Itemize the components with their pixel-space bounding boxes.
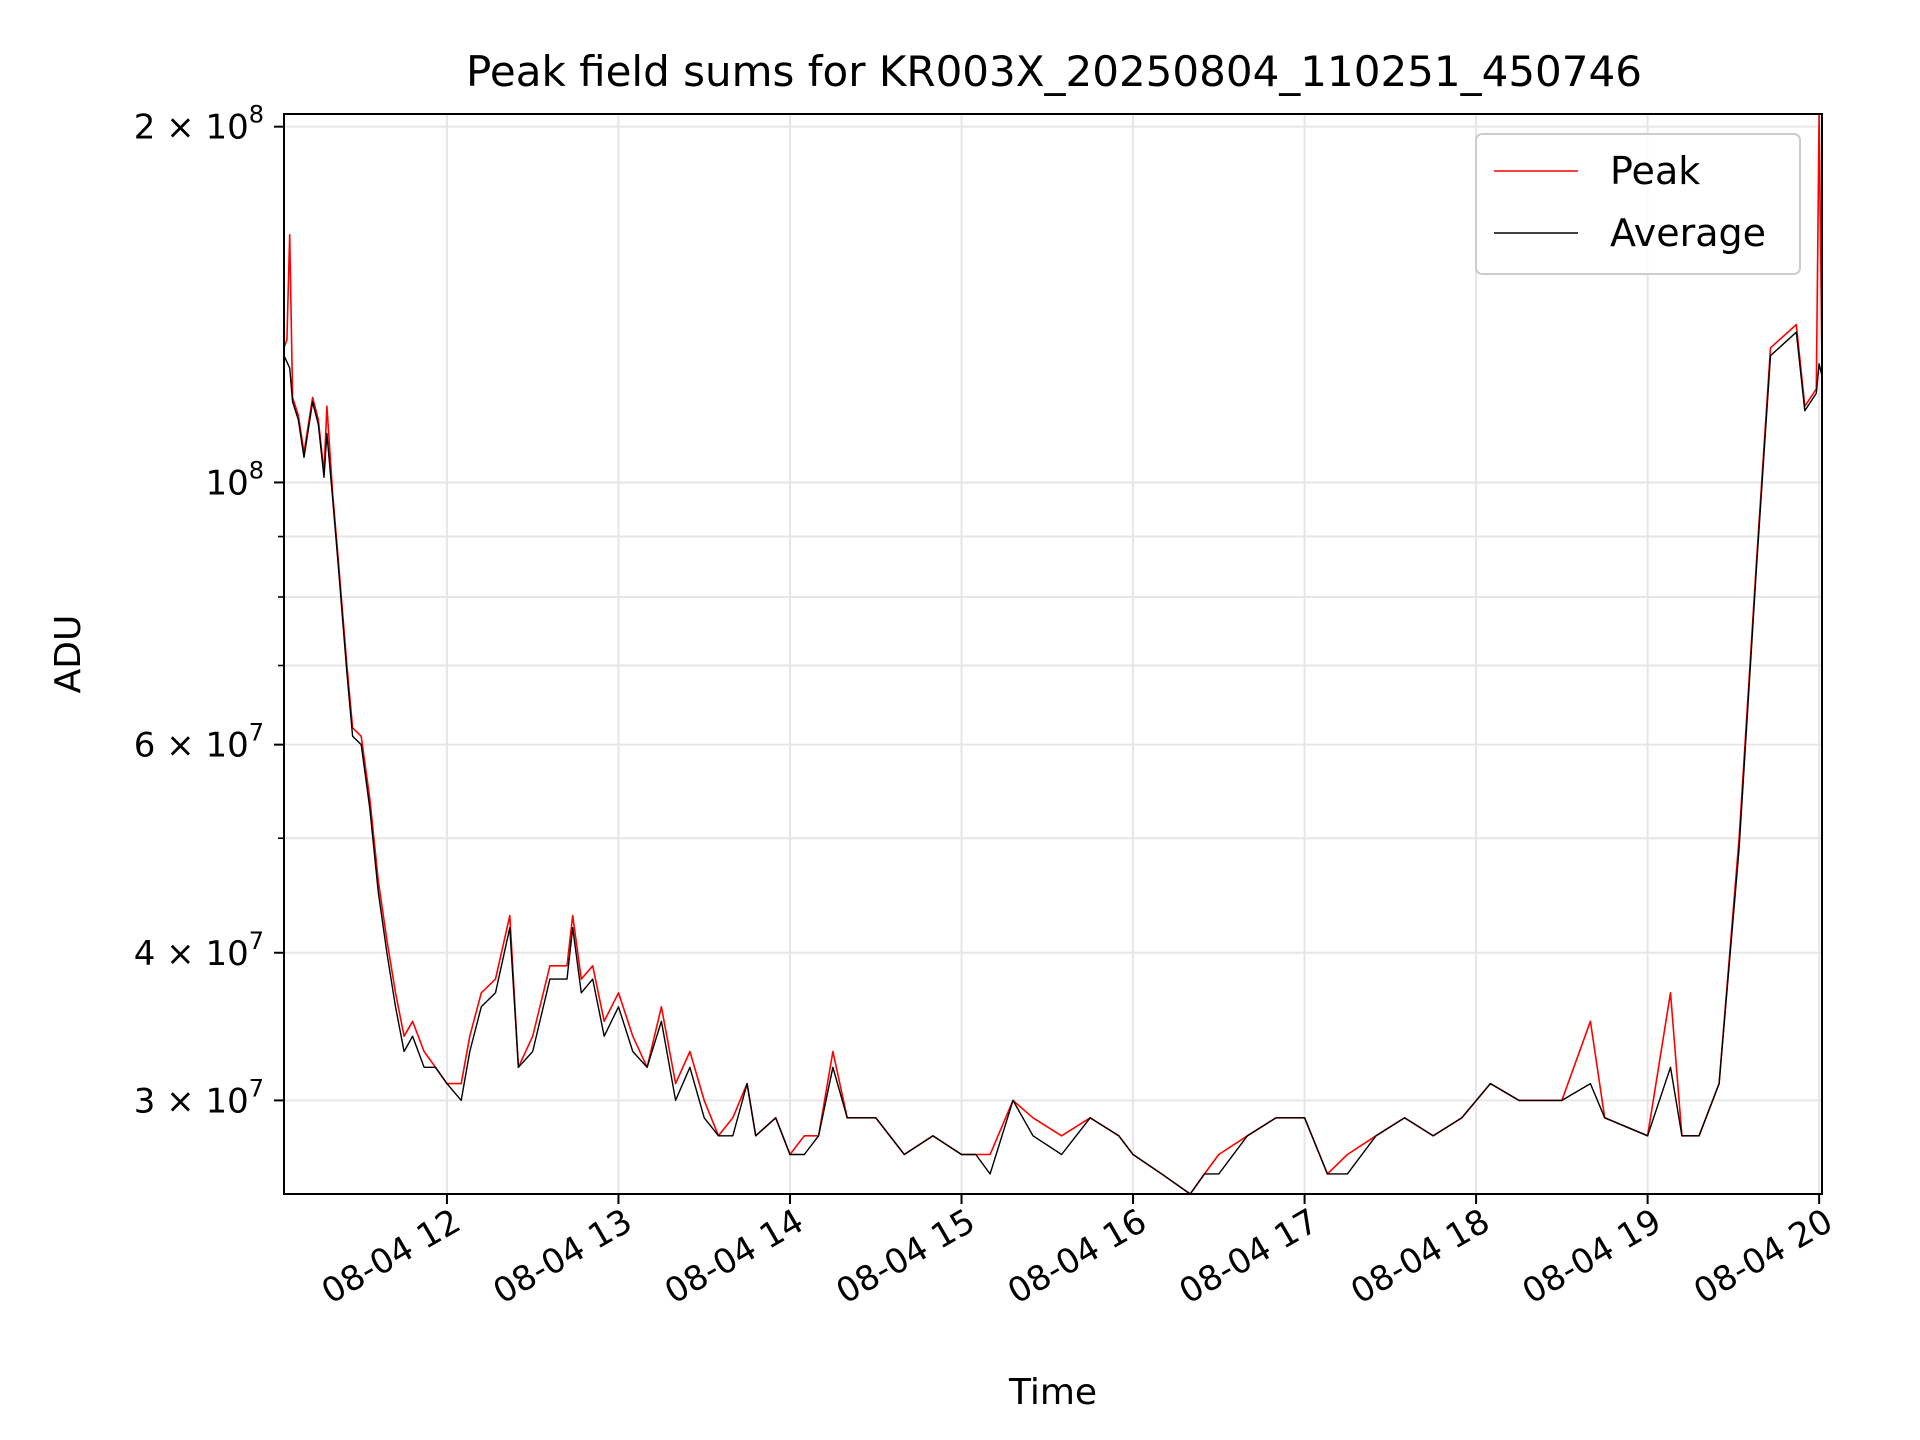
y-tick-label: 2 × 108: [134, 101, 264, 148]
y-tick-label: 6 × 107: [134, 719, 264, 766]
y-axis-label: ADU: [48, 615, 89, 694]
series: [283, 113, 1823, 1195]
grid: [284, 114, 1822, 1194]
x-axis-label: Time: [1008, 1372, 1097, 1413]
y-tick-label: 108: [205, 456, 264, 503]
series-line-average: [283, 331, 1823, 1195]
legend-box: [1475, 133, 1801, 275]
chart-title: Peak field sums for KR003X_20250804_1102…: [466, 47, 1642, 96]
legend: Peak Average: [1475, 133, 1801, 275]
plot-frame: [283, 113, 1823, 1195]
y-tick-label: 3 × 107: [134, 1074, 264, 1121]
y-tick-label: 4 × 107: [134, 927, 264, 974]
legend-label-average: Average: [1610, 211, 1766, 255]
legend-label-peak: Peak: [1610, 149, 1700, 193]
